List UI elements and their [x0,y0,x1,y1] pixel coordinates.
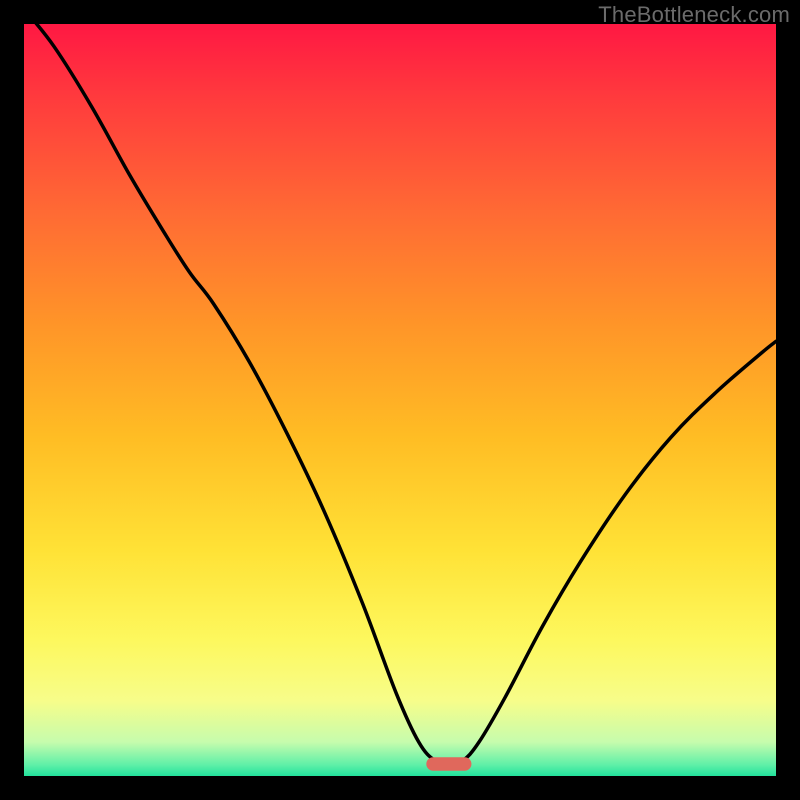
chart-stage: TheBottleneck.com [0,0,800,800]
watermark-text: TheBottleneck.com [598,2,790,28]
optimal-marker [426,757,471,771]
plot-background [24,24,776,776]
bottleneck-chart [0,0,800,800]
